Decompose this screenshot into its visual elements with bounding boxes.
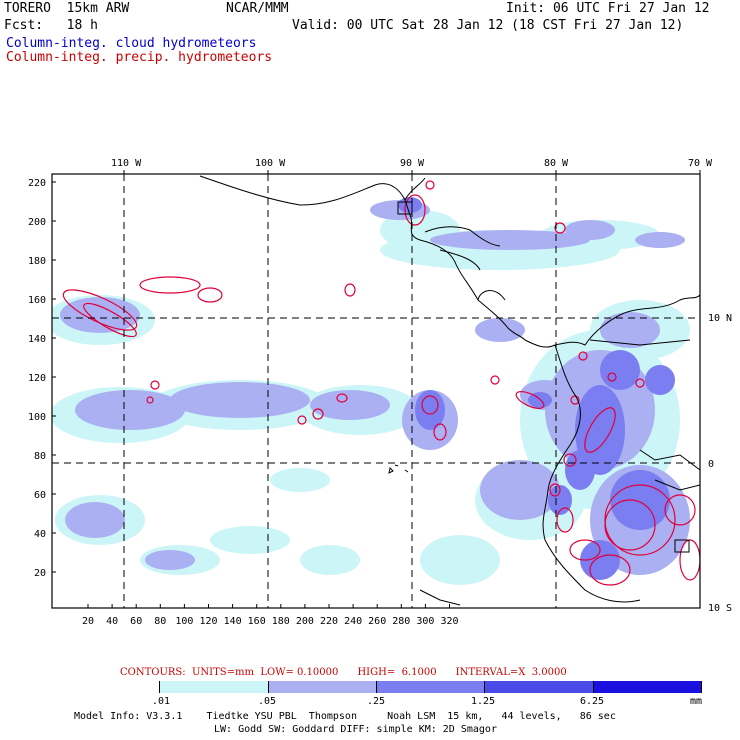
colorbar-cell xyxy=(593,681,702,693)
x-tick-label: 260 xyxy=(368,616,386,627)
lat-lon-grid xyxy=(52,174,700,608)
y-tick-label: 60 xyxy=(34,490,46,501)
y-tick-label: 80 xyxy=(34,451,46,462)
colorbar-level: 1.25 xyxy=(471,696,496,707)
valid-time: Valid: 00 UTC Sat 28 Jan 12 (18 CST Fri … xyxy=(292,18,684,33)
y-tick-label: 20 xyxy=(34,568,46,579)
center-label: NCAR/MMM xyxy=(226,1,289,16)
x-tick-label: 140 xyxy=(224,616,242,627)
y-tick-label: 160 xyxy=(28,295,46,306)
colorbar-cell xyxy=(160,681,269,693)
coastlines xyxy=(199,175,700,606)
lon-label: 90 W xyxy=(400,158,425,169)
model-info: Model Info: V3.3.1 Tiedtke YSU PBL Thomp… xyxy=(74,711,616,722)
y-tick-label: 100 xyxy=(28,412,46,423)
colorbar-units: mm xyxy=(690,696,703,707)
x-tick-label: 280 xyxy=(392,616,410,627)
lon-label: 110 W xyxy=(111,158,142,169)
x-tick-label: 320 xyxy=(440,616,458,627)
colorbar-level: 6.25 xyxy=(580,696,605,707)
lat-label: 0 xyxy=(708,459,714,470)
init-time: Init: 06 UTC Fri 27 Jan 12 xyxy=(506,1,710,16)
cloud-field-dark xyxy=(398,197,675,580)
lon-label: 100 W xyxy=(255,158,286,169)
y-tick-label: 180 xyxy=(28,256,46,267)
x-tick-label: 160 xyxy=(248,616,266,627)
physics-info: LW: Godd SW: Goddard DIFF: simple KM: 2D… xyxy=(214,724,497,735)
x-tick-label: 220 xyxy=(320,616,338,627)
plot-frame xyxy=(51,173,701,609)
colorbar-cell xyxy=(485,681,594,693)
lon-label: 70 W xyxy=(688,158,713,169)
x-tick-label: 120 xyxy=(199,616,217,627)
x-tick-label: 60 xyxy=(130,616,142,627)
y-tick-label: 220 xyxy=(28,178,46,189)
field-cloud-label: Column-integ. cloud hydrometeors xyxy=(6,36,257,51)
field-precip-label: Column-integ. precip. hydrometeors xyxy=(6,50,273,65)
x-tick-label: 240 xyxy=(344,616,362,627)
y-tick-label: 120 xyxy=(28,373,46,384)
y-tick-label: 140 xyxy=(28,334,46,345)
x-tick-label: 100 xyxy=(175,616,193,627)
lat-label: 10 N xyxy=(708,313,732,324)
colorbar-cell xyxy=(268,681,377,693)
lon-label: 80 W xyxy=(544,158,569,169)
colorbar-level: .01 xyxy=(152,696,171,707)
y-tick-label: 200 xyxy=(28,217,46,228)
x-tick-label: 180 xyxy=(272,616,290,627)
x-tick-label: 200 xyxy=(296,616,314,627)
contour-info: CONTOURS: UNITS=mm LOW= 0.10000 HIGH= 6.… xyxy=(120,667,567,678)
lat-label: 10 S xyxy=(708,603,732,614)
y-tick-label: 40 xyxy=(34,529,46,540)
x-tick-label: 300 xyxy=(416,616,434,627)
colorbar-cell xyxy=(377,681,486,693)
colorbar-level: .05 xyxy=(258,696,277,707)
x-tick-label: 80 xyxy=(154,616,166,627)
x-tick-label: 40 xyxy=(106,616,118,627)
model-title: TORERO 15km ARW xyxy=(4,1,130,16)
forecast-hour: Fcst: 18 h xyxy=(4,18,98,33)
colorbar-level: .25 xyxy=(367,696,386,707)
colorbar-cell xyxy=(52,681,161,693)
x-tick-label: 20 xyxy=(82,616,94,627)
precip-contours xyxy=(62,180,700,586)
